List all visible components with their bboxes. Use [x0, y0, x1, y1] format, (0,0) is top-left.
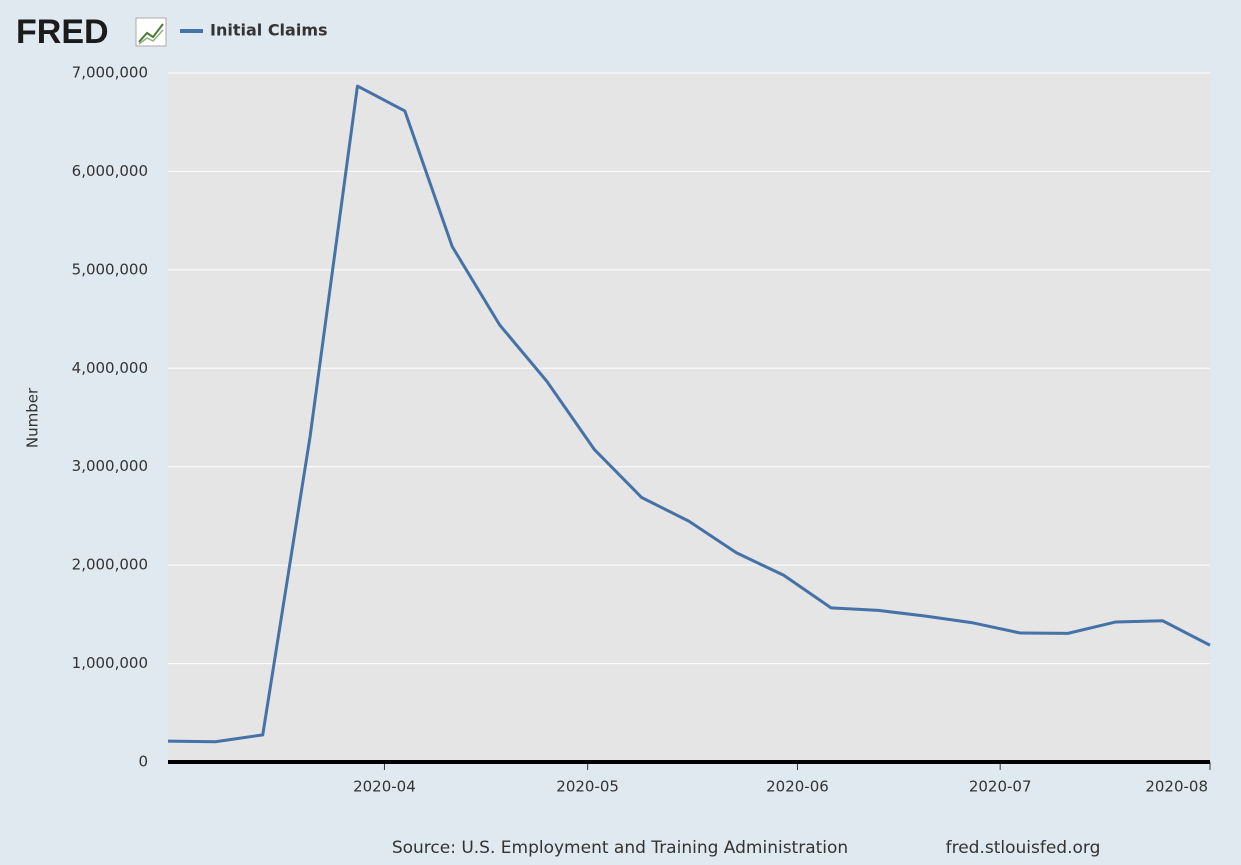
logo: FRED	[16, 13, 109, 51]
y-tick-label: 0	[138, 753, 148, 771]
y-tick-label: 6,000,000	[72, 162, 148, 180]
x-tick-label: 2020-08	[1145, 778, 1208, 796]
y-tick-label: 2,000,000	[72, 556, 148, 574]
url: fred.stlouisfed.org	[946, 838, 1101, 858]
data-line	[167, 84, 1211, 744]
y-tick-label: 3,000,000	[72, 457, 148, 475]
y-tick-label: 4,000,000	[72, 359, 148, 377]
y-tick-label: 1,000,000	[72, 654, 148, 672]
y-tick-label: 7,000,000	[72, 64, 148, 82]
x-tick-label: 2020-07	[969, 778, 1032, 796]
logo-icon	[135, 17, 167, 47]
x-tick-label: 2020-06	[766, 778, 829, 796]
legend-label: Initial Claims	[210, 21, 328, 40]
x-tick-label: 2020-05	[556, 778, 619, 796]
x-tick-label: 2020-04	[353, 778, 416, 796]
plot-area	[168, 73, 1210, 762]
source: Source: U.S. Employment and Training Adm…	[392, 838, 848, 858]
y-tick-label: 5,000,000	[72, 260, 148, 278]
y-axis-label: Number	[24, 387, 42, 448]
